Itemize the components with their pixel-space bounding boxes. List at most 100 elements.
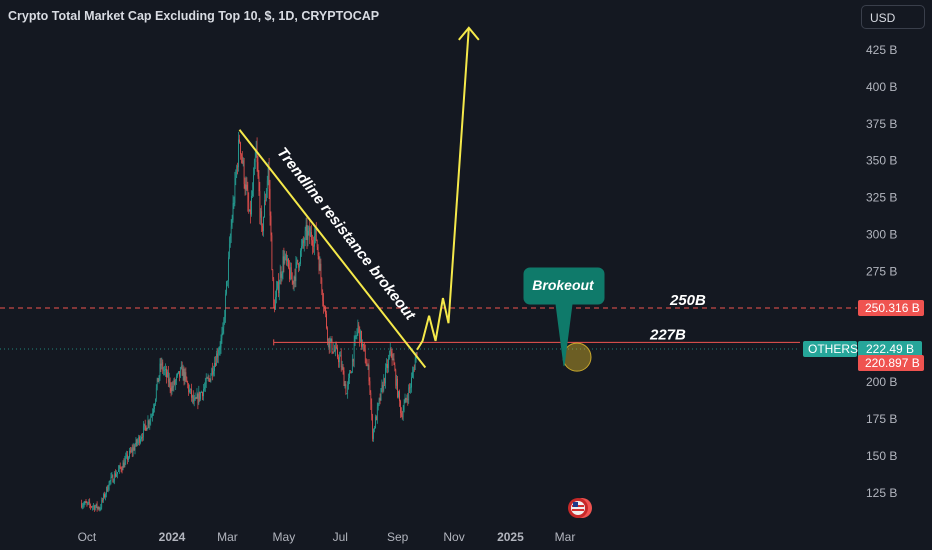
candle xyxy=(157,378,159,383)
candle xyxy=(298,263,300,268)
candle xyxy=(237,166,239,168)
candle xyxy=(361,330,362,347)
candle xyxy=(140,439,141,443)
candle xyxy=(207,377,209,379)
candle xyxy=(212,368,214,375)
candle xyxy=(267,168,269,181)
candle xyxy=(392,358,394,360)
y-tick-label: 400 B xyxy=(866,80,897,94)
candle xyxy=(235,175,237,179)
candle xyxy=(397,378,398,398)
candle xyxy=(304,230,306,243)
candle xyxy=(326,313,327,329)
candle xyxy=(373,429,374,439)
candle xyxy=(137,441,139,444)
candle xyxy=(219,347,221,350)
candle xyxy=(120,467,122,470)
candle xyxy=(328,338,330,349)
candle xyxy=(240,142,241,155)
candle xyxy=(201,392,202,393)
candle xyxy=(204,386,205,390)
candle xyxy=(414,359,416,370)
candle xyxy=(253,162,255,175)
candle xyxy=(93,505,95,510)
candle xyxy=(394,365,396,371)
candle xyxy=(395,370,397,386)
candle xyxy=(399,391,400,402)
candle xyxy=(213,370,214,375)
candle xyxy=(331,338,333,352)
candle xyxy=(243,160,245,185)
currency-button[interactable]: USD xyxy=(861,5,925,29)
x-tick-label: Jul xyxy=(333,530,348,544)
candle xyxy=(230,226,232,238)
candle xyxy=(205,377,207,385)
candle xyxy=(301,246,302,251)
candle xyxy=(247,189,249,203)
level-label-227: 227B xyxy=(649,326,686,343)
candle xyxy=(105,494,106,498)
candle xyxy=(299,263,300,268)
candle xyxy=(256,148,258,163)
candle xyxy=(239,139,240,143)
candle xyxy=(168,379,170,383)
candle xyxy=(388,358,389,369)
candle xyxy=(220,338,222,348)
y-tick-label: 125 B xyxy=(866,486,897,500)
y-tick-label: 325 B xyxy=(866,191,897,205)
candles xyxy=(81,131,418,512)
candle xyxy=(83,503,85,506)
candle xyxy=(227,280,228,282)
candle xyxy=(192,395,194,402)
candle xyxy=(363,343,364,346)
candle xyxy=(217,353,219,358)
candle xyxy=(337,347,338,358)
candle xyxy=(367,365,369,366)
candle xyxy=(175,380,177,385)
candle xyxy=(297,259,299,264)
candle xyxy=(112,475,114,483)
candle xyxy=(315,228,317,241)
candle xyxy=(387,363,388,369)
candle xyxy=(108,481,110,489)
candle xyxy=(333,349,335,353)
tag-220: 220.897 B xyxy=(865,356,920,370)
candle xyxy=(366,365,368,367)
candle xyxy=(144,423,146,427)
candle xyxy=(209,378,211,382)
candle xyxy=(286,255,288,262)
candle xyxy=(296,259,298,263)
candle xyxy=(381,384,383,389)
candle xyxy=(400,412,402,416)
candle xyxy=(271,235,273,271)
candle xyxy=(224,316,226,320)
candle xyxy=(167,371,169,383)
candle xyxy=(347,384,349,394)
candle xyxy=(156,378,158,388)
candle xyxy=(163,370,165,372)
candle xyxy=(255,148,257,158)
candle xyxy=(202,392,203,397)
candle xyxy=(174,380,176,385)
candle xyxy=(259,191,261,218)
candle xyxy=(319,263,321,271)
tag-250-bg xyxy=(858,299,924,316)
candle xyxy=(277,281,278,289)
candle xyxy=(306,225,308,241)
candle xyxy=(391,351,393,360)
us-flag-icon[interactable] xyxy=(568,496,592,520)
candle xyxy=(92,506,93,508)
candle xyxy=(81,505,83,508)
candle xyxy=(340,355,342,368)
candle xyxy=(278,284,280,294)
candle xyxy=(117,471,118,475)
candle xyxy=(354,336,356,342)
candle xyxy=(250,209,251,215)
candle xyxy=(211,368,213,376)
projection-path xyxy=(416,27,470,351)
candle xyxy=(133,447,135,451)
candle xyxy=(145,426,147,431)
candle xyxy=(350,372,351,374)
candle xyxy=(281,273,283,278)
